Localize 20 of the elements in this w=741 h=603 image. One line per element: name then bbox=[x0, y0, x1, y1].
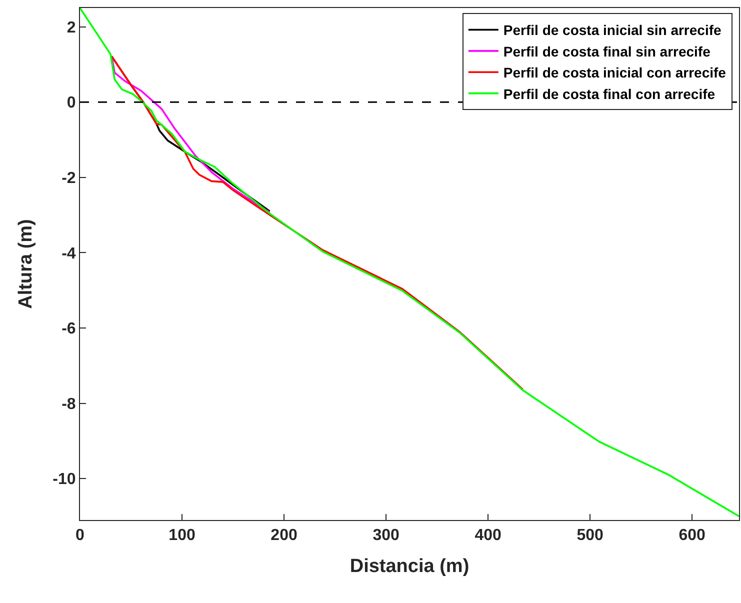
x-tick-label: 300 bbox=[372, 527, 400, 544]
y-tick-label: 0 bbox=[66, 94, 76, 112]
legend-label: Perfil de costa final con arrecife bbox=[503, 86, 716, 102]
x-tick-label: 200 bbox=[270, 527, 298, 544]
y-tick-label: -8 bbox=[62, 396, 76, 413]
legend-label: Perfil de costa inicial con arrecife bbox=[503, 64, 726, 81]
y-tick-label: -6 bbox=[62, 320, 76, 338]
line-series bbox=[80, 8, 739, 518]
x-tick-label: 500 bbox=[576, 527, 604, 544]
y-tick-label: -10 bbox=[52, 471, 76, 488]
x-tick-label: 600 bbox=[678, 527, 706, 544]
y-axis-title: Altura (m) bbox=[16, 219, 37, 309]
y-tick-label: -4 bbox=[62, 245, 76, 262]
legend-label: Perfil de costa final sin arrecife bbox=[503, 43, 711, 60]
x-axis-title: Distancia (m) bbox=[350, 556, 470, 577]
x-tick-label: 100 bbox=[168, 527, 196, 544]
x-tick-label: 400 bbox=[474, 527, 502, 544]
legend-label: Perfil de costa inicial sin arrecife bbox=[503, 22, 722, 38]
y-tick-label: 2 bbox=[66, 19, 76, 36]
y-tick-label: -2 bbox=[62, 170, 76, 188]
